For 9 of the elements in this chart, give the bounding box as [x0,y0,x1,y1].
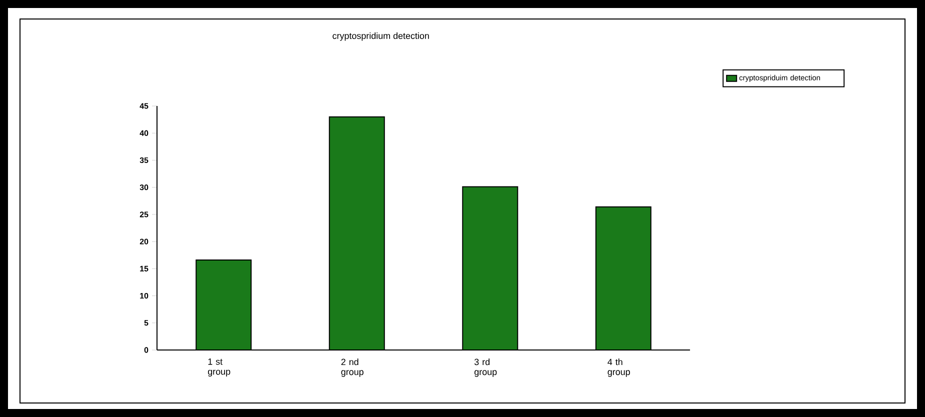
x-tick-label: 4 th group [608,358,630,377]
x-tick-label: 3 rd group [474,358,497,377]
bar [462,186,518,350]
chart-title: cryptospridium detection [332,32,429,41]
bar [329,116,384,350]
bar [196,260,252,350]
bar [595,206,652,350]
x-tick-label: 1 st group [208,358,230,377]
x-tick-label: 2 nd group [341,358,364,377]
